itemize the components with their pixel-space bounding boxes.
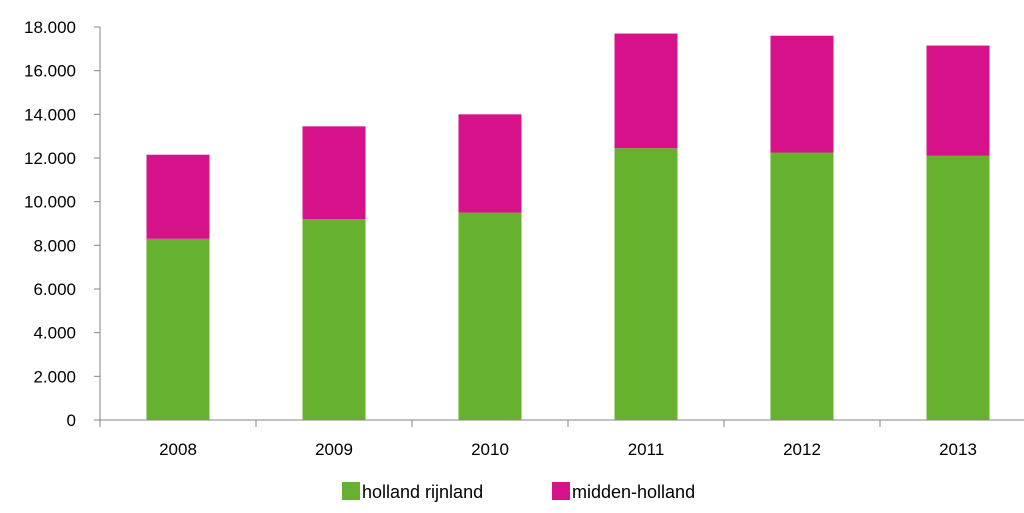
legend: holland rijnland midden-holland (342, 482, 695, 502)
axes-layer: 0 2.000 4.000 6.000 8.000 10.000 12.000 14.000 1… (24, 18, 1024, 459)
x-tick-label: 2012 (783, 440, 821, 459)
bars-layer (146, 33, 990, 421)
y-tick-label: 10.000 (24, 193, 76, 212)
bar-2010-series-1 (458, 114, 522, 213)
y-tick-label: 14.000 (24, 105, 76, 124)
y-tick-label: 2.000 (33, 367, 76, 386)
x-tick-label: 2010 (471, 440, 509, 459)
bar-2012-series-0 (770, 152, 834, 421)
legend-label: holland rijnland (362, 482, 483, 502)
bar-2011-series-0 (614, 148, 678, 420)
legend-swatch (552, 482, 570, 500)
bar-2010-series-0 (458, 212, 522, 420)
y-tick-label: 8.000 (33, 236, 76, 255)
bar-2013-series-1 (926, 45, 990, 156)
y-tick-label: 12.000 (24, 149, 76, 168)
bar-2009-series-1 (302, 126, 366, 220)
bar-2009-series-0 (302, 219, 366, 420)
legend-label: midden-holland (572, 482, 695, 502)
x-tick-label: 2009 (315, 440, 353, 459)
legend-swatch (342, 482, 360, 500)
y-tick-label: 0 (67, 411, 76, 430)
y-tick-label: 4.000 (33, 324, 76, 343)
x-tick-label: 2011 (628, 440, 665, 459)
bar-2012-series-1 (770, 35, 834, 153)
bar-2011-series-1 (614, 33, 678, 149)
y-tick-label: 16.000 (24, 62, 76, 81)
bar-2013-series-0 (926, 155, 990, 420)
x-tick-label: 2013 (939, 440, 977, 459)
bar-2008-series-0 (146, 238, 210, 420)
x-tick-label: 2008 (159, 440, 197, 459)
y-tick-label: 6.000 (33, 280, 76, 299)
bar-2008-series-1 (146, 154, 210, 239)
y-tick-label: 18.000 (24, 18, 76, 37)
